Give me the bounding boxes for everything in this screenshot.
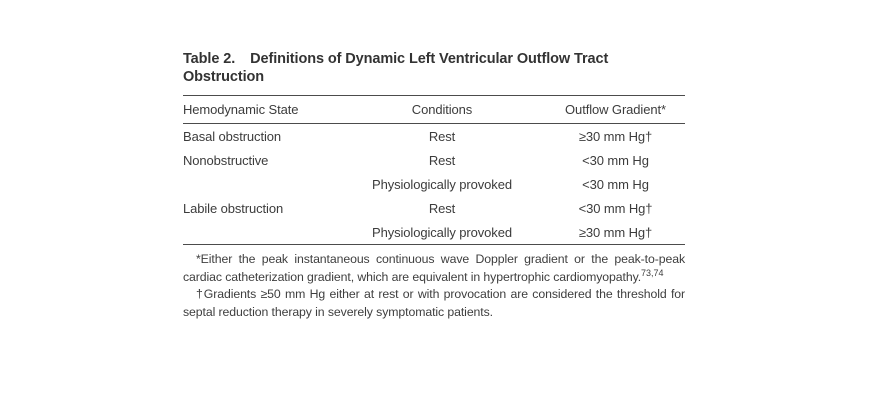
- table-row: Labile obstruction Rest <30 mm Hg†: [183, 196, 685, 220]
- table-row: Nonobstructive Rest <30 mm Hg: [183, 148, 685, 172]
- column-header-conditions: Conditions: [411, 102, 473, 117]
- cell-gradient: <30 mm Hg: [582, 152, 649, 168]
- cell-hemodynamic-state: Basal obstruction: [183, 128, 282, 144]
- table-row: Basal obstruction Rest ≥30 mm Hg†: [183, 124, 685, 148]
- cell-gradient: ≥30 mm Hg†: [578, 224, 653, 240]
- table-2: Table 2. Definitions of Dynamic Left Vent…: [183, 50, 685, 321]
- table-title: Table 2. Definitions of Dynamic Left Vent…: [183, 50, 685, 86]
- cell-condition: Rest: [428, 200, 456, 216]
- footnote-reference-numbers: 73,74: [641, 267, 664, 278]
- cell-hemodynamic-state: Nonobstructive: [183, 152, 269, 168]
- footnote-dagger: †Gradients ≥50 mm Hg either at rest or w…: [183, 286, 685, 321]
- cell-condition: Physiologically provoked: [372, 176, 512, 192]
- table-row: Physiologically provoked ≥30 mm Hg†: [183, 220, 685, 244]
- column-header-hemodynamic-state: Hemodynamic State: [183, 102, 299, 117]
- table-header-rule: [183, 123, 685, 124]
- cell-condition: Physiologically provoked: [372, 224, 512, 240]
- table-number: Table 2.: [183, 51, 236, 67]
- cell-hemodynamic-state: Labile obstruction: [183, 200, 284, 216]
- cell-gradient: ≥30 mm Hg†: [578, 128, 653, 144]
- table-footnotes: *Either the peak instantaneous continuou…: [183, 251, 685, 321]
- table-title-text: Definitions of Dynamic Left Ventricular …: [183, 51, 609, 85]
- table-row: Physiologically provoked <30 mm Hg: [183, 172, 685, 196]
- column-header-outflow-gradient: Outflow Gradient*: [565, 102, 666, 117]
- cell-condition: Rest: [428, 152, 456, 168]
- cell-gradient: <30 mm Hg†: [578, 200, 653, 216]
- table-header-row: Hemodynamic State Conditions Outflow Gra…: [183, 96, 685, 123]
- footnote-asterisk: *Either the peak instantaneous continuou…: [183, 251, 685, 286]
- cell-condition: Rest: [428, 128, 456, 144]
- table-top-rule: [183, 95, 685, 96]
- table-body: Basal obstruction Rest ≥30 mm Hg† Nonobs…: [183, 124, 685, 244]
- footnote-dagger-text: †Gradients ≥50 mm Hg either at rest or w…: [183, 287, 685, 319]
- table-bottom-rule: [183, 244, 685, 245]
- cell-gradient: <30 mm Hg: [582, 176, 649, 192]
- footnote-asterisk-text: *Either the peak instantaneous continuou…: [183, 252, 685, 284]
